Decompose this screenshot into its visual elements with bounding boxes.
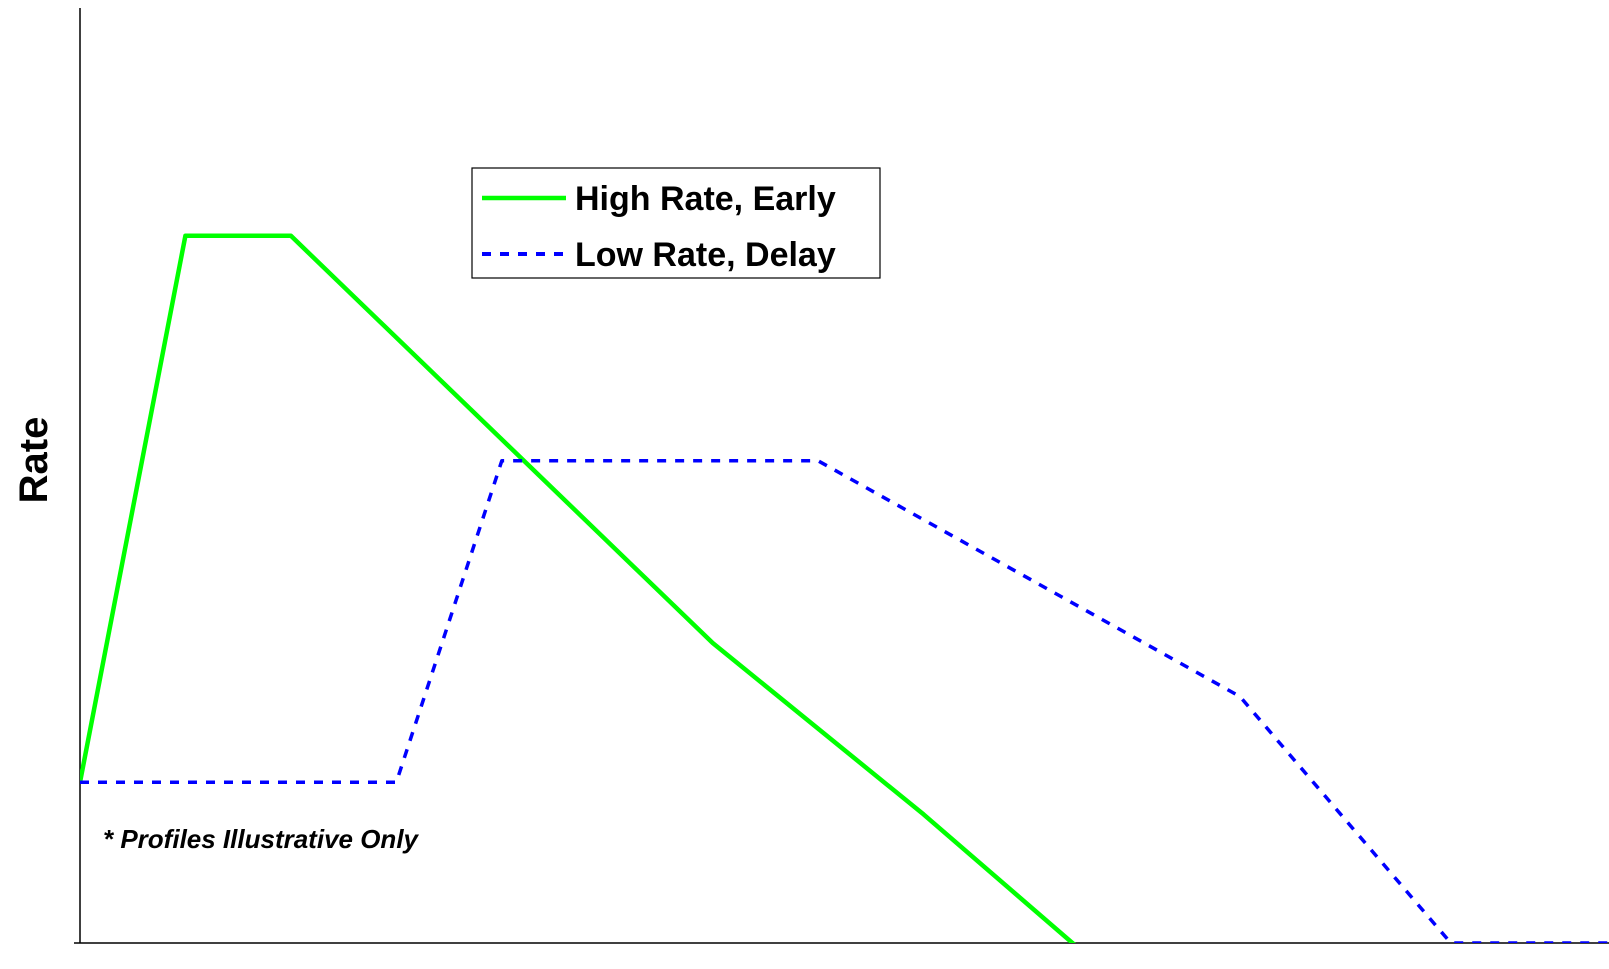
- series-layer: [80, 233, 1609, 943]
- legend-label-high-rate-early: High Rate, Early: [575, 180, 836, 218]
- y-axis-label: Rate: [12, 417, 56, 504]
- legend-label-low-rate-delay: Low Rate, Delay: [575, 236, 836, 274]
- series-line-low-rate-delay: [80, 459, 1609, 943]
- legend: High Rate, Early Low Rate, Delay: [471, 167, 881, 279]
- series-line-high-rate-early: [80, 233, 1076, 943]
- legend-box: [471, 167, 881, 279]
- illustrative-note: * Profiles Illustrative Only: [103, 824, 420, 854]
